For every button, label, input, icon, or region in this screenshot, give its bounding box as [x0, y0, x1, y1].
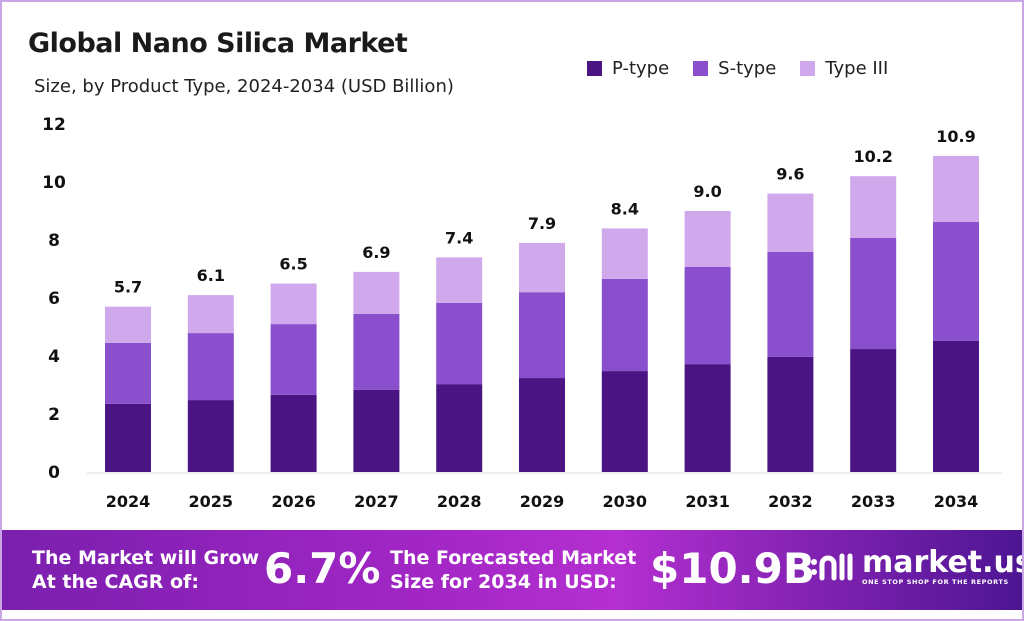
- legend-swatch: [587, 61, 602, 76]
- legend-label: Type III: [825, 58, 889, 79]
- x-tick-label: 2030: [603, 492, 648, 511]
- x-tick-label: 2027: [354, 492, 399, 511]
- y-tick-label: 6: [48, 289, 60, 309]
- bar-segment-s-type: [933, 222, 979, 341]
- bar-segment-type-iii: [519, 242, 565, 293]
- bar-segment-s-type: [270, 324, 317, 395]
- bar-segment-type-iii: [105, 306, 151, 343]
- plot-area: 0 2 4 6 8 10 12 5.7 2024 6.1 2025 6.5 2026 6.9 2027 7.4…: [42, 115, 1002, 511]
- bar-segment-p-type: [519, 378, 565, 472]
- bar-segment-type-iii: [353, 271, 400, 314]
- bar-segment-p-type: [105, 403, 151, 472]
- y-tick-label: 10: [42, 173, 66, 193]
- legend-label: P-type: [612, 58, 670, 79]
- x-tick-label: 2025: [189, 492, 234, 511]
- bar-total-label: 7.4: [445, 228, 473, 247]
- bar-total-label: 9.0: [693, 182, 721, 201]
- legend-swatch: [693, 61, 709, 76]
- bar-segment-p-type: [187, 400, 234, 472]
- y-tick-label: 12: [42, 115, 66, 135]
- legend-item-type-iii: Type III: [800, 58, 888, 79]
- x-tick-label: 2028: [437, 492, 482, 511]
- x-tick-label: 2024: [106, 492, 151, 511]
- bar-segment-s-type: [436, 302, 483, 385]
- bar-segment-p-type: [933, 340, 979, 472]
- bar-segment-s-type: [767, 251, 814, 357]
- bar-segment-type-iii: [601, 228, 648, 279]
- chart-subtitle: Size, by Product Type, 2024-2034 (USD Bi…: [34, 76, 454, 97]
- cagr-label: The Market will Grow At the CAGR of:: [32, 547, 260, 593]
- forecast-label: The Forecasted Market Size for 2034 in U…: [390, 547, 637, 593]
- x-tick-label: 2026: [271, 492, 316, 511]
- bar-segment-type-iii: [767, 193, 814, 252]
- bar-segment-type-iii: [436, 257, 483, 303]
- bar-total-label: 8.4: [611, 199, 639, 218]
- bar-segment-p-type: [436, 384, 483, 472]
- bar-total-label: 10.9: [936, 127, 975, 146]
- x-tick-label: 2031: [685, 492, 730, 511]
- y-tick-label: 0: [48, 463, 60, 483]
- bar-segment-p-type: [767, 356, 814, 472]
- bar-segment-s-type: [105, 342, 151, 404]
- legend: P-type S-type Type III: [587, 58, 888, 79]
- bar-segment-s-type: [353, 313, 400, 390]
- bar-segment-s-type: [187, 333, 234, 401]
- bar-segment-type-iii: [187, 295, 234, 334]
- legend-label: S-type: [718, 58, 777, 79]
- bar-total-label: 5.7: [114, 278, 142, 297]
- forecast-value: $10.9B: [650, 544, 815, 593]
- y-tick-label: 4: [48, 347, 60, 367]
- logo-tagline: ONE STOP SHOP FOR THE REPORTS: [862, 578, 1009, 586]
- bar-segment-type-iii: [850, 176, 897, 238]
- bar-segment-s-type: [601, 278, 648, 372]
- bar-total-label: 10.2: [853, 147, 892, 166]
- x-tick-label: 2032: [768, 492, 813, 511]
- legend-swatch: [800, 61, 816, 76]
- bar-segment-p-type: [353, 389, 400, 472]
- bar-total-label: 9.6: [776, 165, 804, 184]
- logo-name: market.us: [862, 545, 1024, 580]
- bar-total-label: 7.9: [528, 214, 556, 233]
- bar-total-label: 6.1: [197, 266, 225, 285]
- bar-segment-type-iii: [933, 155, 979, 223]
- bar-total-label: 6.9: [362, 243, 390, 262]
- bar-segment-p-type: [270, 394, 317, 472]
- x-tick-label: 2033: [851, 492, 896, 511]
- bar-segment-type-iii: [270, 283, 317, 325]
- market-us-logo: market.us ONE STOP SHOP FOR THE REPORTS: [810, 545, 1024, 586]
- bar-segment-s-type: [684, 266, 731, 365]
- summary-banner: The Market will Grow At the CAGR of: 6.7…: [2, 530, 1024, 610]
- y-tick-label: 8: [48, 231, 60, 251]
- legend-item-p-type: P-type: [587, 58, 669, 79]
- x-tick-label: 2029: [520, 492, 565, 511]
- y-tick-label: 2: [48, 405, 60, 425]
- x-tick-label: 2034: [934, 492, 979, 511]
- bar-segment-type-iii: [684, 211, 731, 267]
- legend-item-s-type: S-type: [693, 58, 776, 79]
- bar-total-label: 6.5: [279, 255, 307, 274]
- bar-segment-p-type: [684, 364, 731, 472]
- bar-segment-p-type: [601, 371, 648, 472]
- bar-segment-p-type: [850, 349, 897, 472]
- chart-title: Global Nano Silica Market: [28, 28, 408, 59]
- logo-icon: [811, 553, 853, 581]
- cagr-value: 6.7%: [264, 544, 381, 593]
- bar-segment-s-type: [850, 237, 897, 350]
- bar-segment-s-type: [519, 292, 565, 379]
